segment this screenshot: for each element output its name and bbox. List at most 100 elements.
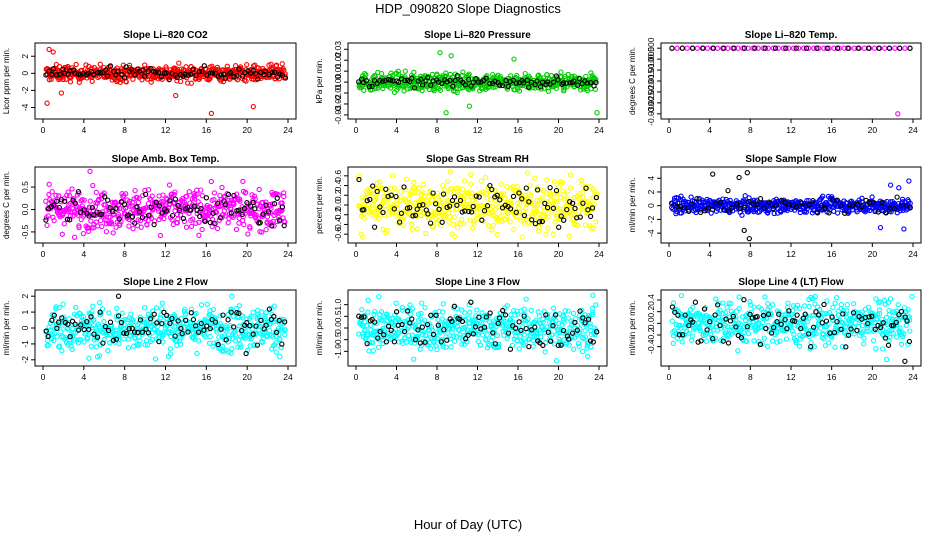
data-point-reference	[163, 70, 169, 76]
data-point-reference	[169, 212, 176, 219]
data-point-samples	[277, 336, 283, 343]
data-point-samples	[495, 344, 501, 351]
data-point-reference	[826, 210, 832, 216]
data-point-samples	[468, 171, 474, 178]
data-point-reference	[268, 316, 274, 323]
data-point-reference	[845, 45, 851, 51]
data-point-samples	[159, 76, 165, 82]
data-point-samples	[279, 61, 285, 67]
data-point-samples	[536, 224, 542, 230]
data-point-reference	[222, 202, 229, 208]
data-point-samples	[585, 209, 592, 215]
data-point-samples	[58, 329, 64, 335]
data-point-samples	[402, 187, 408, 193]
data-point-samples	[434, 346, 440, 353]
data-point-reference	[88, 68, 94, 75]
data-point-reference	[850, 202, 856, 208]
data-point-samples	[370, 339, 376, 346]
data-point-samples	[697, 328, 703, 334]
data-point-samples	[811, 330, 817, 337]
data-point-samples	[151, 218, 158, 224]
data-point-reference	[212, 220, 218, 227]
data-point-reference	[583, 185, 589, 191]
data-point-reference	[222, 75, 228, 81]
data-point-samples	[372, 308, 378, 315]
data-point-samples	[90, 303, 96, 309]
data-point-samples	[68, 343, 74, 349]
data-point-samples	[539, 195, 545, 201]
data-point-reference	[410, 213, 416, 219]
data-point-reference	[269, 223, 275, 229]
data-point-samples	[450, 221, 456, 228]
data-point-samples	[380, 85, 386, 92]
data-point-samples	[492, 187, 498, 193]
data-point-reference	[43, 328, 49, 334]
data-point-reference	[77, 72, 84, 78]
data-point-samples	[568, 185, 574, 191]
data-point-samples	[214, 225, 221, 232]
data-point-samples	[69, 346, 75, 353]
data-point-reference	[741, 204, 748, 211]
data-point-samples	[49, 189, 55, 195]
data-point-reference	[587, 213, 594, 220]
data-point-samples	[560, 312, 567, 318]
data-point-samples	[511, 226, 517, 232]
data-point-samples	[531, 202, 537, 209]
data-point-reference	[201, 63, 207, 69]
data-point-samples	[120, 325, 126, 331]
data-point-reference	[241, 205, 248, 212]
data-point-outlier	[250, 103, 256, 110]
data-point-samples	[249, 326, 255, 332]
data-points	[356, 49, 600, 116]
data-point-reference	[507, 346, 514, 352]
data-point-samples	[144, 342, 151, 348]
data-point-samples	[512, 312, 518, 318]
data-point-reference	[158, 73, 165, 80]
data-point-samples	[722, 310, 729, 316]
data-point-reference	[883, 210, 889, 216]
data-point-reference	[487, 310, 493, 316]
data-point-reference	[593, 79, 599, 86]
data-point-reference	[356, 176, 362, 183]
data-point-samples	[587, 321, 593, 327]
data-point-samples	[371, 311, 377, 318]
data-point-samples	[762, 294, 768, 300]
data-point-samples	[825, 340, 832, 346]
data-point-samples	[411, 69, 417, 75]
data-point-samples	[54, 333, 60, 340]
data-point-samples	[459, 72, 465, 79]
data-point-outlier	[725, 187, 731, 194]
data-point-outlier	[71, 234, 78, 240]
data-point-samples	[724, 304, 730, 311]
data-point-reference	[154, 320, 160, 326]
x-tick-label: 4	[81, 372, 86, 382]
data-point-reference	[402, 77, 408, 84]
data-point-samples	[96, 353, 103, 359]
data-point-reference	[457, 197, 464, 204]
data-point-samples	[385, 212, 392, 218]
data-point-reference	[190, 316, 197, 323]
data-point-samples	[356, 173, 362, 180]
data-point-samples	[460, 69, 466, 75]
data-point-reference	[574, 327, 580, 333]
data-point-samples	[742, 193, 748, 199]
data-point-reference	[432, 201, 439, 207]
y-tick-label: -4	[646, 229, 656, 237]
data-point-reference	[903, 202, 909, 209]
data-point-reference	[446, 203, 453, 209]
x-tick-label: 8	[748, 249, 753, 259]
data-point-samples	[377, 179, 383, 185]
data-point-samples	[217, 321, 223, 327]
data-point-reference	[97, 70, 103, 76]
y-tick-label: 2	[20, 294, 30, 299]
data-point-reference	[757, 196, 764, 202]
data-point-samples	[550, 305, 557, 311]
data-point-reference	[385, 193, 391, 200]
data-point-reference	[495, 320, 501, 327]
data-point-samples	[484, 313, 490, 319]
data-point-reference	[886, 45, 892, 51]
y-tick-label: 0.000	[646, 37, 656, 59]
data-point-samples	[844, 302, 851, 308]
data-point-reference	[104, 73, 111, 79]
data-point-samples	[516, 346, 522, 352]
